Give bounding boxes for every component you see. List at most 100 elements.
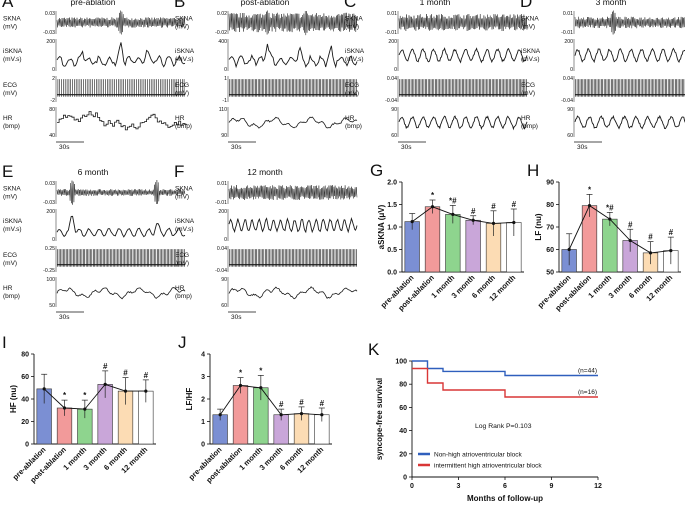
panel-C-iskna-trace [398,47,528,64]
panel-J-bar-2 [232,385,249,445]
panel-E-iskna-label-2: (mV.s) [3,226,22,233]
panel-E-skna-trace [56,179,186,205]
panel-F-ecg: ECG(mV) 0.04 -0.04 [175,246,357,274]
panel-D-iskna-ytick-top: 200 [564,39,573,45]
panel-I-ytick-3: 60 [21,374,29,381]
panel-K-ytick-0: 0 [403,475,407,482]
panel-K-ytick-4: 80 [399,382,407,389]
panel-D-scalebar: 30s [574,141,602,151]
panel-B-skna-ytick-top: 0.02 [217,11,227,17]
panel-F-skna: SKNA(mV) 0.01 -0.01 [175,181,358,206]
panel-A-hr-ytick-bottom: 40 [49,133,55,139]
panel-K-xtick-3: 9 [550,483,554,490]
panel-A-skna-ytick-bottom: -0.03 [43,30,55,36]
panel-A-ecg-ytick-top: 2 [52,76,55,82]
panel-E-hr-label-2: (bmp) [3,293,20,300]
panel-F-iskna-label-1: iSKNA [175,218,195,225]
panel-E-iskna-label-1: iSKNA [3,218,23,225]
panel-J-marker-5: # [299,398,304,407]
panel-B-iskna-label-2: (mV.s) [175,56,194,63]
panel-B-ecg-label-2: (mV) [175,90,189,97]
panel-A-skna-trace [56,10,186,35]
scalebar-label: 30s [59,144,70,151]
scalebar-label: 30s [231,314,242,321]
panel-C-skna-ytick-bottom: -0.01 [385,30,397,36]
panel-C-hr-label-2: (bmp) [345,123,362,130]
panel-D-skna: SKNA(mV) 0.01 -0.01 [521,10,685,36]
panel-I-ytick-0: 0 [25,442,29,449]
panel-C-ecg-label-2: (mV) [345,90,359,97]
panel-E-ecg-label-1: ECG [3,252,17,259]
scalebar-label: 30s [401,144,412,151]
panel-D-hr-ytick-top: 90 [567,107,573,113]
panel-I-ytick-4: 80 [21,352,29,359]
panel-H-marker-5: # [648,233,653,242]
panel-D-iskna-ytick-bottom: 0 [570,67,573,73]
panel-F: F 12 monthSKNA(mV)0.01-0.01iSKNA(mV.s)200… [174,162,358,321]
panel-E-scalebar: 30s [56,311,84,321]
panel-B-hr-label-1: HR [175,115,185,122]
panel-B-skna: SKNA(mV)0.02-0.02 [175,10,358,36]
panel-letter-A: A [2,0,14,11]
panel-J-mean-dot-3 [259,386,263,390]
panel-letter-F: F [174,162,184,181]
panel-D-skna-ytick-bottom: -0.01 [561,30,573,36]
panel-A-ecg-label-2: (mV) [3,90,17,97]
panel-title-E: 6 month [78,167,109,177]
scalebar-label: 30s [231,144,242,151]
panel-D-hr-label-1: HR [521,115,531,122]
panel-K-ytick-2: 40 [399,428,407,435]
panel-G-mean-dot-5 [491,221,496,225]
panel-E-ecg: ECG(mV) 0.25 -0.25 [3,246,185,274]
panel-D-ecg-beats [575,79,685,97]
panel-A-skna: SKNA(mV)0.03-0.03 [3,10,186,36]
panel-B-iskna-ytick-top: 400 [218,39,227,45]
panel-A-skna-label-2: (mV) [3,24,17,31]
panel-A-ecg-ytick-bottom: -2 [50,98,55,104]
panel-K-series-1 [412,360,598,377]
panel-H-ytick-4: 90 [546,180,554,187]
panel-I-marker-4: # [103,362,108,371]
panel-H: HLF (nu)5060708090pre-ablation*post-abla… [527,161,681,313]
panel-H-mean-dot-1 [567,247,571,252]
panel-D-skna-label-2: (mV) [521,24,535,31]
panel-E-skna: SKNA(mV)0.03-0.03 [3,179,186,206]
panel-J-ytick-2: 2 [201,397,205,404]
panel-I-mean-dot-3 [83,407,87,411]
panel-F-skna-label-2: (mV) [175,194,189,201]
panel-E-hr-ytick-top: 100 [46,277,55,283]
panel-I-marker-5: # [123,369,128,378]
panel-D-hr-label-2: (bmp) [521,123,538,130]
panel-H-mean-dot-6 [669,249,673,253]
panel-J-mean-dot-6 [320,413,324,417]
panel-B-iskna-trace [228,43,358,69]
panel-D-ecg-label-2: (mV) [521,90,535,97]
panel-H-mean-dot-5 [648,251,653,255]
panel-H-marker-2: * [588,185,592,194]
panel-D-hr: HR(bmp) 90 60 [521,107,685,139]
panel-E-iskna-ytick-bottom: 0 [52,237,55,243]
panel-K-xtick-1: 3 [457,483,461,490]
panel-C-ecg-beats [399,79,527,97]
panel-H-ytick-1: 60 [546,247,554,254]
panel-C-skna: SKNA(mV) 0.01 -0.01 [345,11,528,36]
panel-letter-K: K [368,340,380,359]
panel-G-marker-5: # [491,202,496,211]
panel-B-ecg-ytick-bottom: -1 [222,98,227,104]
panel-J-trend-line [219,385,322,416]
panel-J-marker-6: # [320,399,325,408]
panel-H-ytick-3: 80 [546,202,554,209]
panel-title-A: pre-ablation [71,0,116,7]
panel-K-n-label-1: (n=44) [578,368,597,375]
panel-A-iskna-trace [56,42,186,68]
panel-J-ylabel: LF/HF [185,388,194,411]
panel-A-hr-ytick-top: 80 [49,107,55,113]
panel-B-ecg: ECG(mV)1-1 [175,76,357,104]
panel-G-marker-3: *# [449,196,457,205]
panel-A-ecg: ECG(mV) 2 -2 [3,76,185,104]
panel-A-iskna-ytick-top: 200 [46,39,55,45]
